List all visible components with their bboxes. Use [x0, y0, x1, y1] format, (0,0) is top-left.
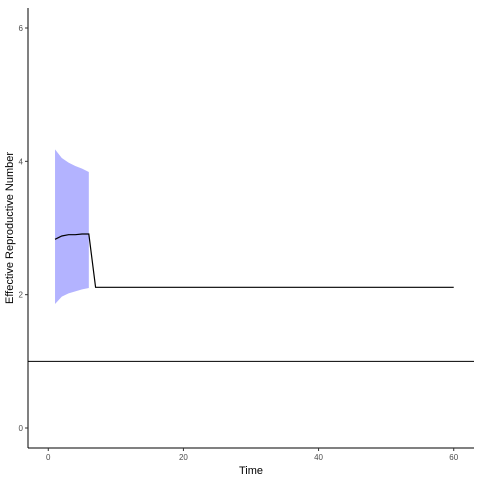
confidence-ribbon-layer	[55, 149, 89, 304]
series-line	[54, 233, 454, 288]
x-tick-label: 60	[449, 453, 458, 462]
x-tick-label: 20	[179, 453, 188, 462]
y-tick-label: 0	[19, 424, 24, 433]
y-tick-label: 6	[19, 24, 24, 33]
y-axis-title: Effective Reproductive Number	[4, 152, 16, 304]
x-tick-label: 40	[314, 453, 323, 462]
x-axis-title: Time	[239, 465, 263, 477]
x-tick-label: 0	[46, 453, 51, 462]
tick-layer: 0 20 40 60 0 2 4 6	[19, 24, 459, 462]
y-tick-label: 4	[19, 157, 24, 166]
series-line-layer	[54, 233, 454, 288]
y-tick-label: 2	[19, 291, 24, 300]
confidence-ribbon	[55, 149, 89, 304]
axes	[27, 8, 474, 449]
